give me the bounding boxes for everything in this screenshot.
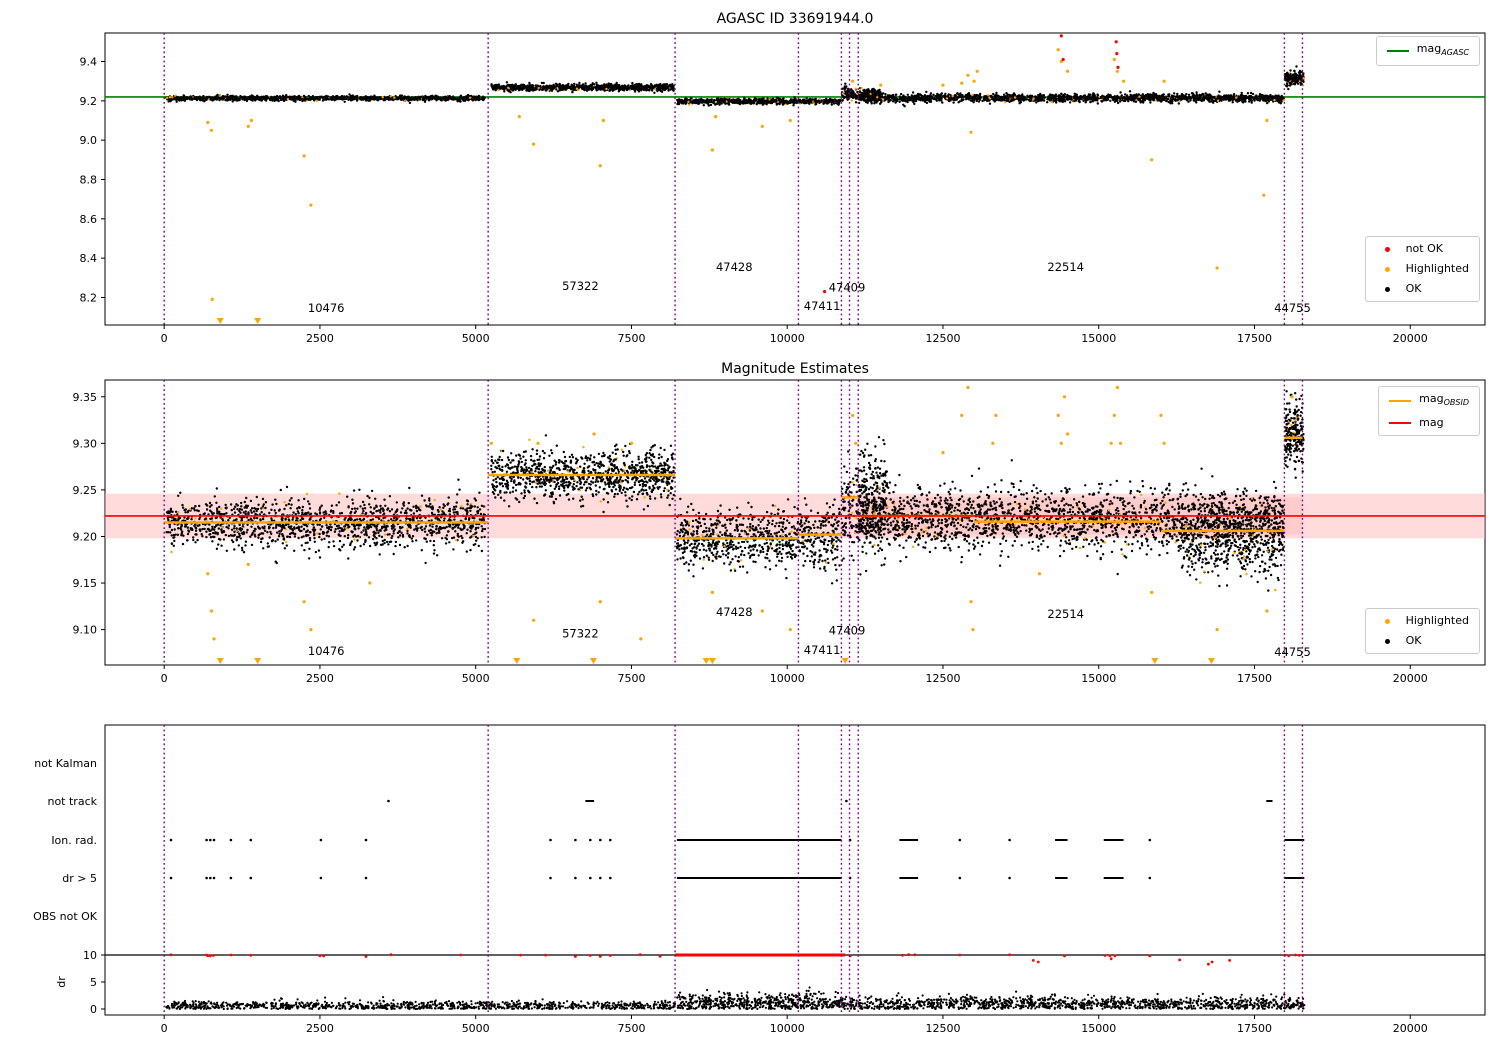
plot-area xyxy=(105,385,1485,664)
ok-dot-swatch xyxy=(1384,638,1390,644)
agasc-chart-title: AGASC ID 33691944.0 xyxy=(716,11,874,27)
ok-label-mid: OK xyxy=(1405,634,1422,647)
obsid-boundary-lines xyxy=(163,380,1304,665)
legend-item-mag-agasc: magAGASC xyxy=(1386,42,1469,60)
svg-text:20000: 20000 xyxy=(1393,332,1428,345)
svg-text:9.0: 9.0 xyxy=(80,134,98,147)
ok-points xyxy=(165,65,1305,108)
legend-item-not-ok: not OK xyxy=(1376,242,1469,256)
svg-text:8.8: 8.8 xyxy=(80,173,98,186)
svg-text:9.2: 9.2 xyxy=(80,95,98,108)
agasc-chart-canvas: 0 2500 5000 7500 10000 12500 15000 17500 20000 8.… xyxy=(80,32,1486,345)
highlighted-label-mid: Highlighted xyxy=(1405,614,1469,627)
magnitude-estimates-chart-canvas: 0 2500 5000 7500 10000 12500 15000 17500 200009.… xyxy=(73,379,1486,685)
magnitude-estimates-title: Magnitude Estimates xyxy=(721,361,869,377)
dr-clipped-red-points xyxy=(169,953,1305,966)
svg-text:8.2: 8.2 xyxy=(80,291,98,304)
svg-text:8.4: 8.4 xyxy=(80,252,98,265)
ok-points xyxy=(165,390,1305,592)
highlighted-points xyxy=(206,385,1294,641)
ok-label: OK xyxy=(1405,282,1422,295)
chart-block-flags: 0 2500 5000 7500 10000 12500 15000 17500 20000 no… xyxy=(0,700,1500,1050)
svg-text:17500: 17500 xyxy=(1237,332,1272,345)
highlighted-dot-swatch xyxy=(1384,266,1390,272)
legend-mag-lines: magOBSID mag xyxy=(1378,386,1480,437)
svg-text:0: 0 xyxy=(161,332,168,345)
svg-text:2500: 2500 xyxy=(306,332,334,345)
highlighted-points xyxy=(206,48,1269,301)
flag-rows xyxy=(169,799,1305,880)
legend-item-ok: OK xyxy=(1376,282,1469,296)
not-ok-label: not OK xyxy=(1405,242,1443,255)
mag-agasc-label: magAGASC xyxy=(1416,42,1469,58)
chart-block-agasc: 0 2500 5000 7500 10000 12500 15000 17500 20000 8.… xyxy=(0,0,1500,350)
chart-block-magnitude-estimates: 0 2500 5000 7500 10000 12500 15000 17500 20000 9.… xyxy=(0,350,1500,700)
dr-points xyxy=(165,986,1306,1011)
svg-text:10000: 10000 xyxy=(770,332,805,345)
legend-item-mag-obsid: magOBSID xyxy=(1389,392,1469,410)
clipped-low-markers xyxy=(216,658,1215,664)
svg-text:12500: 12500 xyxy=(925,332,960,345)
legend-mag-agasc: magAGASC xyxy=(1375,36,1480,67)
svg-text:7500: 7500 xyxy=(617,332,645,345)
legend-point-types-middle: Highlighted OK xyxy=(1364,608,1480,654)
mag-obsid-line-swatch xyxy=(1389,399,1412,403)
legend-point-types-top: not OK Highlighted OK xyxy=(1364,236,1480,302)
highlighted-dot-swatch xyxy=(1384,618,1390,624)
mag-obsid-label: magOBSID xyxy=(1419,392,1469,408)
obsid-boundary-lines xyxy=(163,725,1304,1015)
dr-axis-label: dr xyxy=(55,976,68,988)
not-ok-points xyxy=(823,34,1120,294)
svg-text:5000: 5000 xyxy=(462,332,490,345)
plot-area xyxy=(105,34,1485,324)
legend-item-mag: mag xyxy=(1389,416,1469,430)
legend-item-ok-mid: OK xyxy=(1376,634,1469,648)
svg-text:8.6: 8.6 xyxy=(80,213,98,226)
legend-item-highlighted: Highlighted xyxy=(1376,262,1469,276)
not-ok-dot-swatch xyxy=(1384,246,1390,252)
mag-line-swatch xyxy=(1389,421,1412,425)
mag-agasc-line-swatch xyxy=(1386,49,1409,53)
ok-dot-swatch xyxy=(1384,286,1390,292)
mag-label: mag xyxy=(1419,416,1444,430)
highlighted-label: Highlighted xyxy=(1405,262,1469,275)
obsid-boundary-lines xyxy=(163,33,1304,325)
flags-chart-canvas: 0 2500 5000 7500 10000 12500 15000 17500 20000no… xyxy=(33,724,1486,1035)
clipped-low-markers xyxy=(216,318,262,324)
legend-item-highlighted-mid: Highlighted xyxy=(1376,614,1469,628)
svg-text:9.4: 9.4 xyxy=(80,56,98,69)
svg-text:15000: 15000 xyxy=(1081,332,1116,345)
